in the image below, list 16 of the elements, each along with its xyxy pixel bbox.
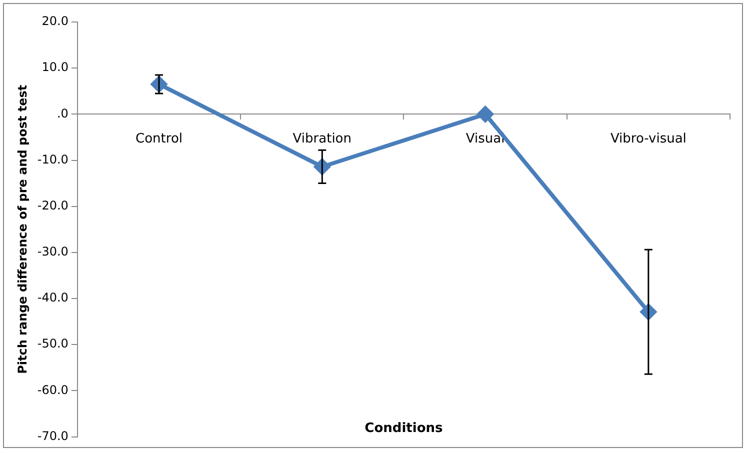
y-tick-label: -60.0 (37, 382, 68, 397)
y-tick-label: -20.0 (37, 198, 68, 212)
y-tick-label: -70.0 (37, 428, 68, 443)
y-tick-label: -40.0 (37, 290, 68, 305)
x-tick-label: Control (136, 131, 183, 146)
x-axis-title: Conditions (364, 420, 444, 436)
y-tick-label: -10.0 (37, 152, 68, 166)
y-axis-title: Pitch range difference of pre and post test (15, 84, 30, 374)
x-tick-label: Vibro-visual (610, 131, 686, 146)
y-tick-label: 10.0 (42, 60, 68, 74)
x-tick-label: Vibration (292, 131, 352, 146)
point (477, 106, 494, 122)
y-tick-label: 20.0 (42, 14, 68, 28)
y-tick-label: .0 (56, 106, 68, 120)
y-tick-label: -50.0 (37, 336, 68, 351)
y-tick-label: -30.0 (37, 244, 68, 259)
